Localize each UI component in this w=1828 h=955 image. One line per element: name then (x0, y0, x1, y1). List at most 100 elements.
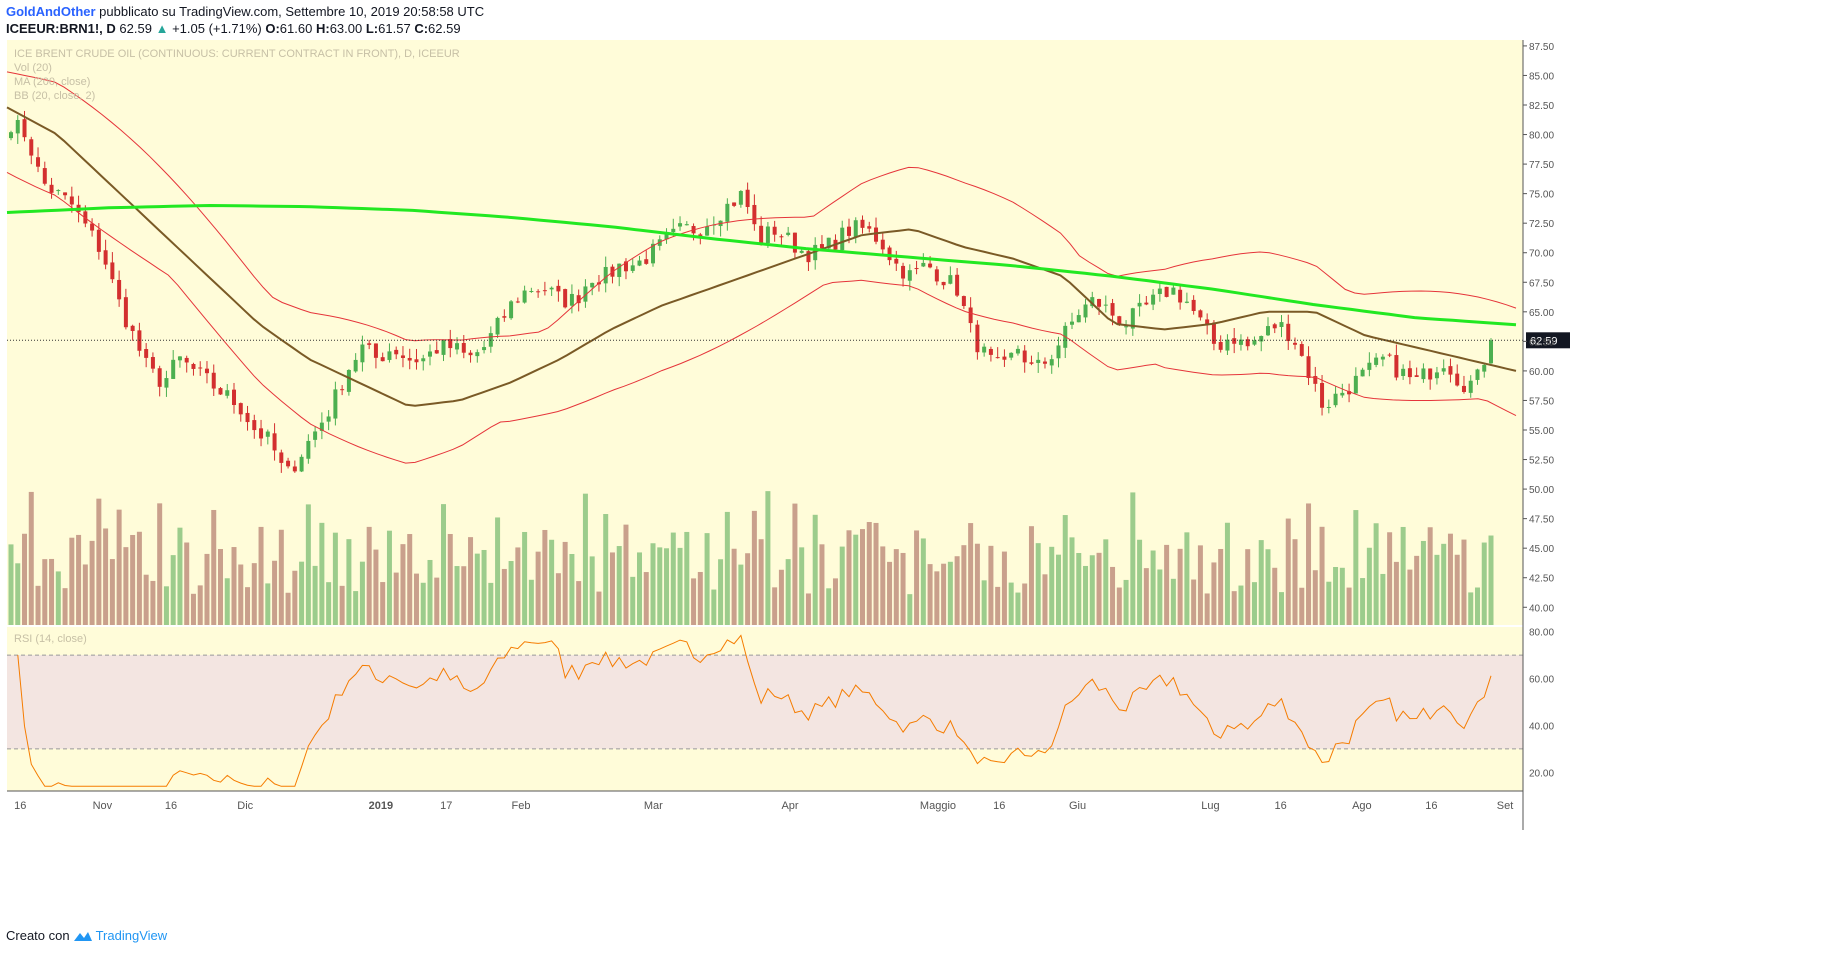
volume-bar (292, 570, 298, 625)
publish-line: GoldAndOther pubblicato su TradingView.c… (6, 4, 484, 19)
candle (400, 355, 405, 358)
author-link[interactable]: GoldAndOther (6, 4, 96, 19)
candle (1198, 310, 1203, 318)
volume-bar (826, 588, 832, 625)
volume-bar (603, 514, 609, 625)
volume-bar (968, 523, 974, 625)
candle (367, 343, 372, 345)
volume-bar (420, 582, 426, 625)
volume-bar (82, 564, 88, 625)
candle (157, 368, 162, 387)
volume-bar (312, 565, 318, 625)
price-tick-label: 70.00 (1529, 249, 1554, 260)
candle (583, 286, 588, 302)
candle (522, 290, 527, 303)
candle (982, 346, 987, 353)
volume-bar (76, 534, 82, 625)
volume-bar (1116, 587, 1122, 625)
volume-bar (1191, 579, 1197, 625)
candle (252, 420, 257, 431)
close-value: 62.59 (428, 21, 461, 36)
volume-bar (231, 547, 237, 625)
low-value: 61.57 (378, 21, 411, 36)
volume-bar (900, 552, 906, 625)
volume-bar (1333, 567, 1339, 625)
volume-bar (961, 545, 967, 625)
candle (1015, 348, 1020, 354)
volume-bar (589, 556, 595, 625)
candle (482, 347, 487, 351)
volume-bar (1211, 562, 1217, 625)
volume-bar (1488, 535, 1494, 625)
time-tick-label: Feb (512, 800, 531, 812)
candle (515, 301, 520, 303)
volume-bar (15, 563, 21, 625)
candle (1191, 299, 1196, 312)
volume-bar (880, 546, 886, 625)
price-chart[interactable]: 62.59 87.50 85.00 82.50 80.00 77.50 75.00 72.5… (0, 40, 1828, 920)
candle (326, 416, 331, 422)
candle (1353, 375, 1358, 394)
candle (792, 232, 797, 253)
volume-bar (1380, 573, 1386, 625)
candle (1144, 302, 1149, 305)
candle (603, 266, 608, 284)
volume-bar (49, 558, 55, 625)
price-tick-label: 45.00 (1529, 544, 1554, 555)
candle (346, 369, 351, 392)
candle (705, 226, 710, 236)
candle (22, 119, 27, 138)
volume-bar (434, 577, 440, 625)
candle (103, 250, 108, 265)
rsi-band (7, 655, 1523, 749)
candle (738, 191, 743, 205)
tradingview-link[interactable]: TradingView (95, 928, 168, 943)
time-tick-label: Maggio (920, 800, 956, 812)
candle (238, 403, 243, 415)
volume-bar (1407, 569, 1413, 625)
volume-bar (1306, 503, 1312, 625)
candle (292, 466, 297, 472)
candle (245, 412, 250, 423)
time-tick-label: Set (1497, 800, 1514, 812)
candle (286, 460, 291, 467)
candle (617, 263, 622, 277)
candle (576, 295, 581, 304)
volume-bar (501, 568, 507, 625)
volume-bar (569, 553, 575, 625)
candle (1340, 392, 1345, 396)
candle (144, 349, 149, 358)
volume-bar (609, 552, 615, 625)
volume-bar (670, 532, 676, 625)
price-tick-label: 75.00 (1529, 190, 1554, 201)
candle (1130, 308, 1135, 329)
volume-bar (616, 546, 622, 625)
volume-bar (582, 493, 588, 625)
last-price: 62.59 (119, 21, 152, 36)
rsi-tick-label: 80.00 (1529, 628, 1554, 639)
candle (1279, 322, 1284, 327)
candle (1225, 339, 1230, 351)
candle (1347, 391, 1352, 395)
candle (407, 357, 412, 361)
last-price-tag (1526, 332, 1570, 349)
candle (380, 357, 385, 362)
candle (306, 440, 311, 459)
price-tick-label: 65.00 (1529, 308, 1554, 319)
price-tick-label: 55.00 (1529, 426, 1554, 437)
time-tick-label: Apr (781, 800, 798, 812)
volume-bar (860, 529, 866, 625)
volume-bar (1326, 581, 1332, 625)
volume-bar (947, 561, 953, 625)
legend-bb: BB (20, close, 2) (14, 90, 95, 102)
candle (232, 389, 237, 406)
candle (1245, 339, 1250, 347)
volume-bar (22, 533, 28, 625)
candle (198, 367, 203, 369)
volume-bar (927, 564, 933, 625)
legend-ma: MA (200, close) (14, 76, 90, 88)
volume-bar (657, 547, 663, 625)
volume-bar (1150, 550, 1156, 625)
candle (698, 234, 703, 237)
volume-bar (393, 572, 399, 625)
